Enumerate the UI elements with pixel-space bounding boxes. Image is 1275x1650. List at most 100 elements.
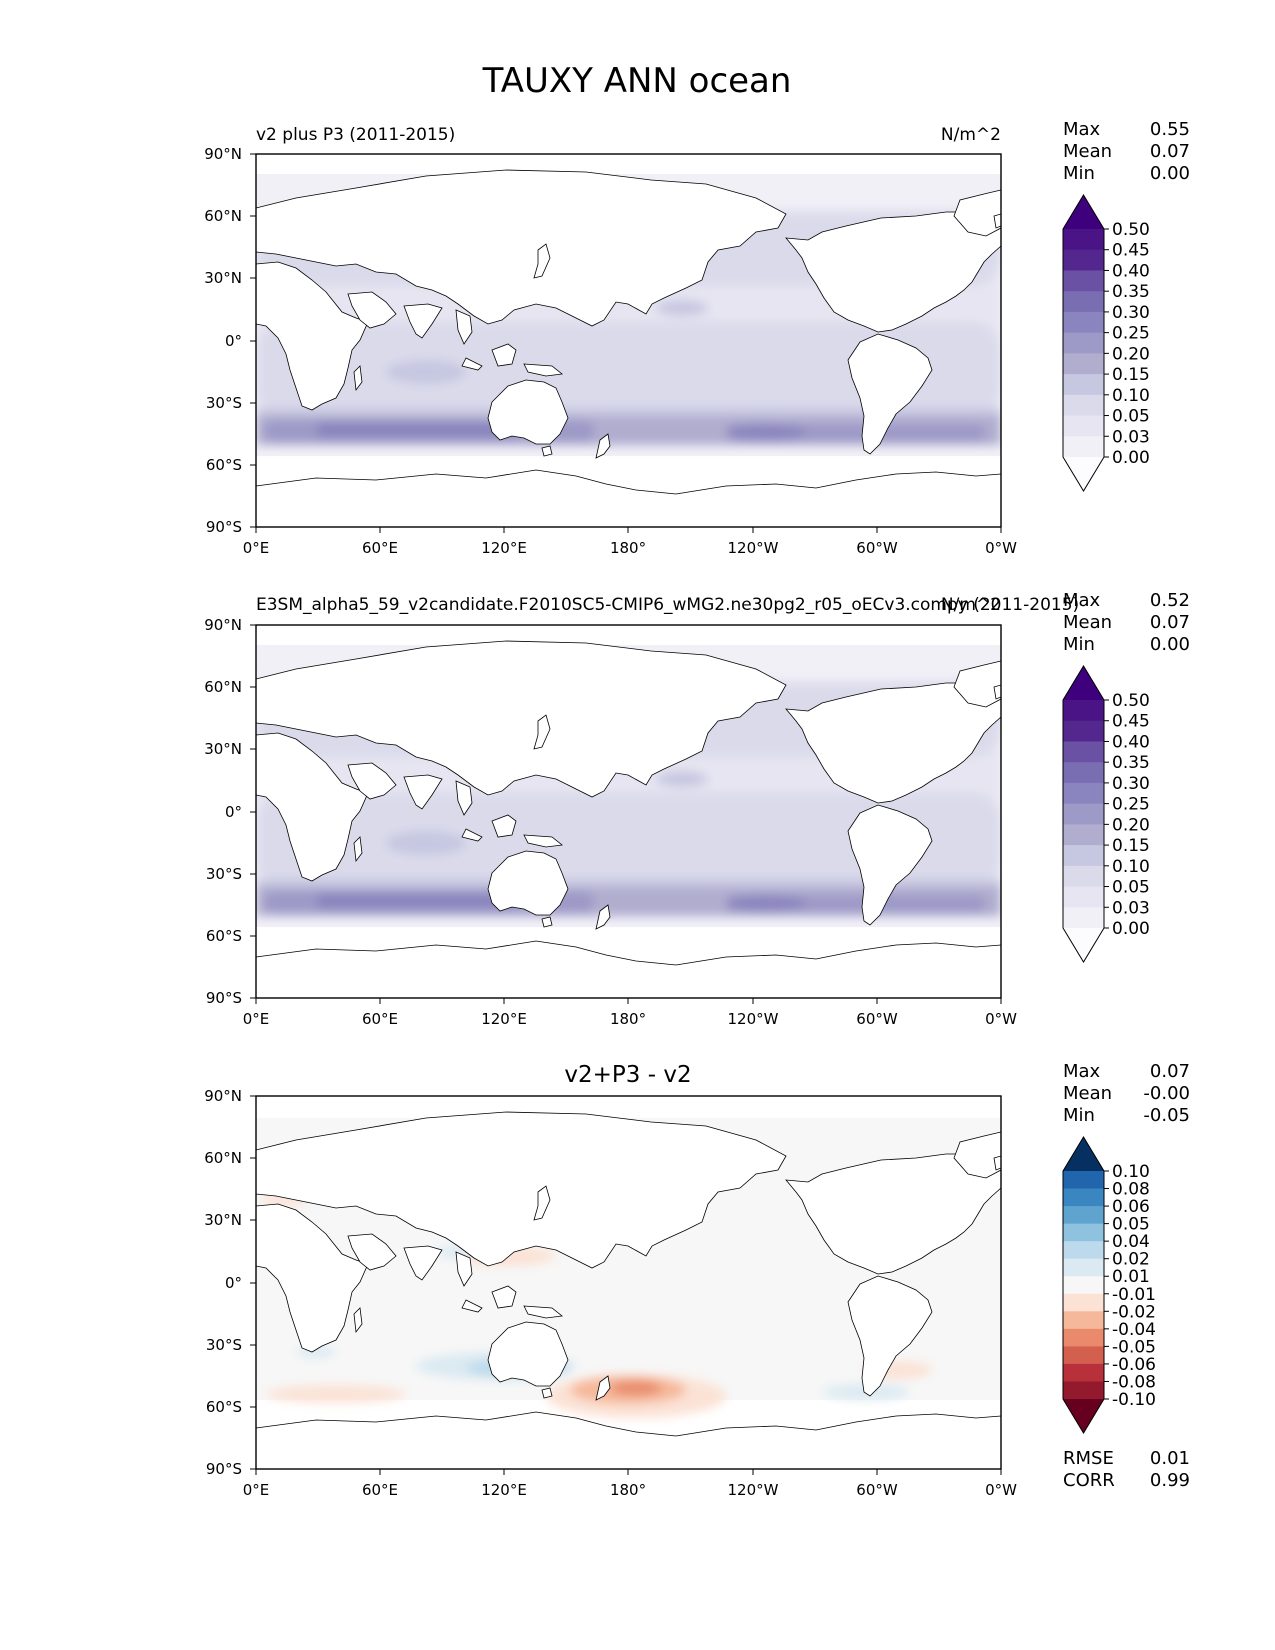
corr-label: CORR — [1063, 1470, 1115, 1491]
panel-1-lon-axis: 0°E 60°E 120°E 180° 120°W 60°W 0°W — [243, 527, 1017, 557]
stat-max-value: 0.07 — [1150, 1061, 1190, 1082]
colorbar-level-label: 0.50 — [1112, 691, 1150, 711]
colorbar-segment — [1063, 1258, 1104, 1277]
lon-tick-label: 180° — [610, 539, 646, 557]
colorbar-segment — [1063, 394, 1104, 417]
panel-2-lat-axis: 90°N 60°N 30°N 0° 30°S 60°S 90°S — [204, 616, 256, 1007]
lon-tick-label: 60°W — [856, 1481, 898, 1499]
panel-2-stats: Max 0.52 Mean 0.07 Min 0.00 — [1063, 590, 1190, 655]
stat-max-label: Max — [1063, 590, 1101, 611]
colorbar-segment — [1063, 311, 1104, 334]
colorbar-level-label: -0.01 — [1112, 1285, 1156, 1305]
lon-tick-label: 180° — [610, 1481, 646, 1499]
corr-value: 0.99 — [1150, 1470, 1190, 1491]
lon-tick-label: 120°W — [728, 1010, 779, 1028]
colorbar-level-label: 0.03 — [1112, 427, 1150, 447]
stat-min-value: 0.00 — [1150, 163, 1190, 184]
colorbar-segment — [1063, 1223, 1104, 1242]
stat-min-label: Min — [1063, 163, 1095, 184]
colorbar-segment — [1063, 436, 1104, 458]
colorbar-segment — [1063, 782, 1104, 805]
panel-2-units: N/m^2 — [941, 595, 1001, 615]
colorbar-segment — [1063, 1381, 1104, 1400]
colorbar-segment — [1063, 353, 1104, 375]
panel-1: v2 plus P3 (2011-2015) N/m^2 90°N 60°N 3… — [204, 119, 1190, 557]
lon-tick-label: 120°E — [481, 1010, 527, 1028]
colorbar-level-label: -0.08 — [1112, 1372, 1156, 1392]
lat-tick-label: 30°S — [206, 865, 242, 883]
stat-mean-value: 0.07 — [1150, 141, 1190, 162]
lat-tick-label: 30°S — [206, 1336, 242, 1354]
lon-tick-label: 0°W — [985, 1010, 1017, 1028]
lat-tick-label: 60°N — [204, 1149, 242, 1167]
colorbar-level-label: 0.08 — [1112, 1180, 1150, 1200]
colorbar-segment — [1063, 700, 1104, 722]
colorbar-segment — [1063, 845, 1104, 867]
lon-tick-label: 180° — [610, 1010, 646, 1028]
colorbar-segment — [1063, 249, 1104, 272]
lon-tick-label: 120°W — [728, 539, 779, 557]
colorbar-segment — [1063, 1171, 1104, 1190]
colorbar-segment — [1063, 1276, 1104, 1295]
colorbar-level-label: 0.05 — [1112, 407, 1150, 427]
stat-max-value: 0.52 — [1150, 590, 1190, 611]
lon-tick-label: 0°W — [985, 539, 1017, 557]
panel-3-stats: Max 0.07 Mean -0.00 Min -0.05 — [1063, 1061, 1190, 1126]
colorbar-level-label: -0.02 — [1112, 1302, 1156, 1322]
panel-1-colorbar: 0.500.450.400.350.300.250.200.150.100.05… — [1062, 194, 1150, 492]
stat-max-value: 0.55 — [1150, 119, 1190, 140]
colorbar-level-label: -0.05 — [1112, 1337, 1156, 1357]
colorbar-level-label: 0.00 — [1112, 448, 1150, 468]
colorbar-level-label: 0.20 — [1112, 344, 1150, 364]
panel-1-lat-axis: 90°N 60°N 30°N 0° 30°S 60°S 90°S — [204, 145, 256, 536]
lon-tick-label: 60°W — [856, 1010, 898, 1028]
lat-tick-label: 90°S — [206, 518, 242, 536]
stat-mean-label: Mean — [1063, 1083, 1112, 1104]
lon-tick-label: 120°E — [481, 539, 527, 557]
panel-3: v2+P3 - v2 90°N 60°N 30°N 0° 30°S 60°S 9… — [204, 1061, 1190, 1499]
panel-3-lat-axis: 90°N 60°N 30°N 0° 30°S 60°S 90°S — [204, 1087, 256, 1478]
colorbar-segment — [1063, 741, 1104, 763]
colorbar-segment — [1063, 886, 1104, 908]
lon-tick-label: 120°E — [481, 1481, 527, 1499]
colorbar-level-label: 0.03 — [1112, 898, 1150, 918]
colorbar-segment — [1063, 229, 1104, 251]
panel-2-lon-axis: 0°E 60°E 120°E 180° 120°W 60°W 0°W — [243, 998, 1017, 1028]
stat-min-value: 0.00 — [1150, 634, 1190, 655]
stat-min-label: Min — [1063, 634, 1095, 655]
colorbar-segment — [1063, 291, 1104, 313]
colorbar-segment — [1063, 415, 1104, 437]
colorbar-level-label: 0.01 — [1112, 1267, 1150, 1287]
colorbar-level-label: 0.45 — [1112, 241, 1150, 261]
colorbar-level-label: 0.45 — [1112, 712, 1150, 732]
panel-2-map — [255, 624, 1002, 999]
colorbar-level-label: 0.15 — [1112, 836, 1150, 856]
colorbar-extend-min — [1063, 457, 1104, 491]
colorbar-segment — [1063, 1363, 1104, 1383]
colorbar-segment — [1063, 1206, 1104, 1225]
lat-tick-label: 60°N — [204, 678, 242, 696]
colorbar-level-label: 0.25 — [1112, 795, 1150, 815]
colorbar-level-label: -0.06 — [1112, 1355, 1156, 1375]
colorbar-level-label: 0.35 — [1112, 753, 1150, 773]
lat-tick-label: 60°S — [206, 1398, 242, 1416]
rmse-value: 0.01 — [1150, 1448, 1190, 1469]
colorbar-extend-max — [1063, 1137, 1104, 1171]
colorbar-level-label: 0.00 — [1112, 919, 1150, 939]
lon-tick-label: 60°E — [362, 539, 398, 557]
colorbar-level-label: -0.10 — [1112, 1390, 1156, 1410]
colorbar-segment — [1063, 1346, 1104, 1365]
colorbar-level-label: 0.05 — [1112, 1215, 1150, 1235]
lat-tick-label: 90°N — [204, 145, 242, 163]
colorbar-segment — [1063, 270, 1104, 292]
colorbar-level-label: 0.05 — [1112, 878, 1150, 898]
lat-tick-label: 90°S — [206, 989, 242, 1007]
colorbar-segment — [1063, 762, 1104, 784]
colorbar-level-label: 0.40 — [1112, 261, 1150, 281]
colorbar-level-label: 0.30 — [1112, 303, 1150, 323]
lon-tick-label: 0°E — [243, 539, 270, 557]
colorbar-segment — [1063, 1241, 1104, 1260]
colorbar-extend-min — [1063, 928, 1104, 962]
lon-tick-label: 60°W — [856, 539, 898, 557]
